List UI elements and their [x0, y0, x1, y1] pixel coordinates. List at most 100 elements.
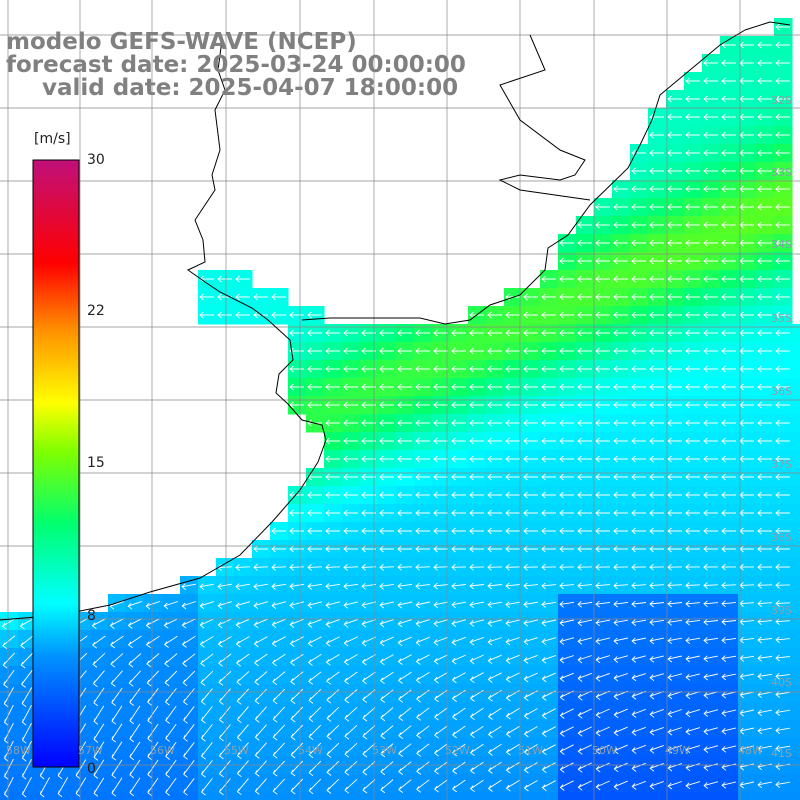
wind-speed-cell: [216, 612, 235, 631]
wind-arrow: [181, 583, 196, 591]
wind-arrow: [505, 762, 520, 774]
wind-arrow: [218, 778, 231, 796]
latitude-label: 38S: [771, 531, 792, 544]
wind-arrow: [129, 705, 141, 725]
wind-arrow: [523, 726, 538, 738]
wind-arrow: [685, 455, 700, 463]
wind-speed-cell: [558, 684, 577, 703]
wind-arrow: [487, 743, 502, 756]
wind-speed-cell: [324, 774, 343, 793]
wind-arrow: [685, 709, 701, 718]
wind-arrow: [541, 762, 556, 774]
wind-speed-cell: [180, 720, 199, 739]
wind-arrow: [613, 527, 628, 535]
wind-arrow: [757, 59, 772, 67]
wind-arrow: [775, 781, 791, 788]
wind-arrow: [541, 672, 556, 683]
wind-arrow: [379, 365, 394, 373]
wind-arrow: [757, 257, 772, 265]
wind-arrow: [505, 401, 520, 409]
wind-arrow: [649, 365, 664, 373]
wind-arrow: [577, 655, 592, 664]
wind-arrow: [667, 383, 682, 391]
wind-arrow: [631, 329, 646, 337]
wind-arrow: [111, 723, 123, 743]
wind-speed-cell: [540, 648, 559, 667]
wind-arrow: [559, 383, 574, 391]
wind-speed-cell: [234, 702, 253, 721]
wind-arrow: [397, 383, 412, 391]
wind-arrow: [200, 688, 213, 706]
wind-arrow: [200, 670, 214, 686]
wind-arrow: [523, 419, 538, 427]
wind-arrow: [361, 654, 376, 666]
wind-speed-cell: [522, 702, 541, 721]
wind-arrow: [523, 545, 538, 553]
wind-arrow: [703, 329, 718, 337]
wind-arrow: [721, 131, 736, 139]
wind-arrow: [721, 709, 737, 717]
wind-arrow: [434, 689, 448, 703]
wind-speed-cell: [360, 792, 379, 800]
wind-arrow: [469, 329, 484, 337]
wind-arrow: [775, 347, 790, 355]
wind-arrow: [469, 654, 484, 665]
longitude-label: 57W: [78, 744, 103, 757]
wind-arrow: [685, 527, 700, 535]
wind-arrow: [613, 203, 628, 211]
wind-speed-cell: [684, 792, 703, 800]
wind-arrow: [559, 347, 574, 355]
wind-arrow: [343, 491, 358, 499]
wind-arrow: [559, 619, 574, 627]
wind-arrow: [649, 293, 664, 301]
wind-arrow: [541, 545, 556, 553]
wind-speed-cell: [306, 612, 325, 631]
wind-speed-cell: [306, 684, 325, 703]
wind-arrow: [505, 708, 520, 720]
wind-speed-cell: [792, 630, 800, 649]
wind-arrow: [523, 563, 539, 571]
wind-speed-cell: [288, 648, 307, 667]
wind-speed-cell: [450, 648, 469, 667]
wind-arrow: [703, 221, 718, 229]
wind-speed-cell: [342, 648, 361, 667]
wind-arrow: [433, 383, 448, 391]
wind-arrow: [289, 383, 304, 391]
wind-arrow: [775, 257, 790, 265]
wind-arrow: [397, 455, 412, 463]
wind-arrow: [433, 491, 448, 499]
wind-speed-cell: [450, 720, 469, 739]
wind-arrow: [343, 473, 358, 481]
wind-arrow: [398, 743, 412, 757]
wind-arrow: [307, 636, 322, 647]
wind-arrow: [595, 257, 610, 265]
wind-arrow: [380, 761, 394, 776]
wind-arrow: [1, 618, 16, 630]
wind-arrow: [361, 636, 376, 647]
wind-arrow: [721, 419, 736, 427]
wind-arrow: [685, 473, 700, 481]
wind-arrow: [721, 491, 736, 499]
wind-arrow: [307, 601, 323, 609]
wind-speed-cell: [792, 468, 800, 487]
wind-arrow: [289, 564, 305, 571]
wind-arrow: [559, 672, 574, 683]
wind-arrow: [757, 527, 772, 535]
wind-arrow: [577, 347, 592, 355]
wind-arrow: [218, 688, 231, 705]
wind-arrow: [703, 618, 719, 626]
wind-arrow: [379, 619, 394, 628]
wind-arrow: [397, 582, 413, 590]
wind-speed-cell: [576, 792, 595, 800]
wind-arrow: [685, 275, 700, 283]
wind-arrow: [631, 203, 646, 211]
wind-arrow: [667, 673, 683, 681]
wind-arrow: [307, 618, 322, 628]
wind-speed-cell: [504, 720, 523, 739]
wind-speed-cell: [792, 432, 800, 451]
wind-speed-cell: [252, 630, 271, 649]
wind-speed-cell: [90, 648, 109, 667]
wind-speed-cell: [792, 612, 800, 631]
wind-arrow: [775, 167, 790, 175]
wind-arrow: [362, 743, 376, 758]
